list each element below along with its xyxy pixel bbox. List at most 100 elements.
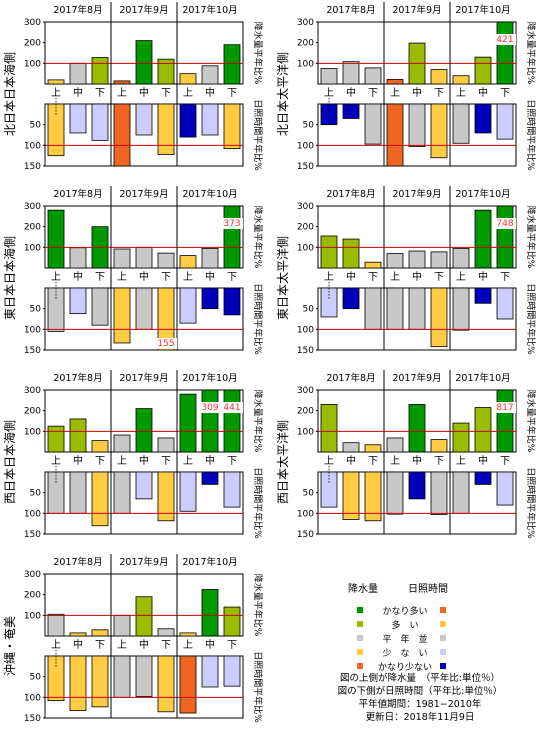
precip-bar xyxy=(364,67,382,85)
precip-axis-label: 降水量平年比% xyxy=(525,206,537,269)
sun-bar xyxy=(179,655,197,714)
precip-axis-label: 降水量平年比% xyxy=(252,574,264,637)
precip-bar xyxy=(320,235,338,269)
precip-tick-label: 100 xyxy=(24,59,41,69)
period-label: 上 xyxy=(183,455,193,467)
sun-bar xyxy=(223,103,241,150)
month-label: 2017年8月 xyxy=(326,372,375,384)
month-label: 2017年9月 xyxy=(392,188,441,200)
precip-bar xyxy=(452,422,470,453)
precip-bar xyxy=(386,253,404,269)
sun-axis-label: 日照時間平年比% xyxy=(252,283,264,355)
precip-bar xyxy=(69,62,87,85)
legend-precip-swatch xyxy=(357,621,363,627)
precip-bar xyxy=(223,389,241,453)
sun-bar xyxy=(113,103,131,167)
legend-precip-swatch xyxy=(357,607,363,613)
sun-bar xyxy=(201,103,219,136)
sun-bar xyxy=(364,103,382,145)
period-label: 中 xyxy=(346,454,356,467)
sun-axis-label: 日照時間平年比% xyxy=(252,467,264,539)
region-chart-3 xyxy=(316,186,517,351)
month-label: 2017年10月 xyxy=(182,4,237,16)
month-label: 2017年10月 xyxy=(182,372,237,384)
precip-bar xyxy=(91,440,109,453)
sun-bar xyxy=(408,471,426,500)
region-title: 北日本日本海側 xyxy=(2,52,17,136)
precip-bar xyxy=(113,614,131,637)
period-label: 上 xyxy=(390,455,400,467)
precip-overflow-label: 373 xyxy=(223,219,240,229)
precip-bar xyxy=(69,632,87,637)
month-label: 2017年9月 xyxy=(392,4,441,16)
precip-bar xyxy=(474,209,492,269)
period-label: 上 xyxy=(456,271,466,283)
precip-bar xyxy=(113,80,131,85)
period-label: 下 xyxy=(161,640,171,651)
precip-overflow-label: 817 xyxy=(496,403,513,413)
precip-bar xyxy=(364,261,382,269)
period-label: 上 xyxy=(324,271,334,283)
precip-bar xyxy=(430,439,448,453)
overflow-box xyxy=(494,218,516,229)
precip-bar xyxy=(342,238,360,269)
period-label: 下 xyxy=(161,88,171,99)
sun-bar xyxy=(69,655,87,711)
legend-sun-swatch xyxy=(440,635,446,641)
legend-row: 少 な い xyxy=(300,646,540,659)
legend-row: かなり少ない xyxy=(300,660,540,673)
precip-axis-label: 降水量平年比% xyxy=(252,206,264,269)
region-title: 北日本太平洋側 xyxy=(275,52,290,136)
precip-tick-label: 100 xyxy=(297,59,314,69)
precip-tick-label: 200 xyxy=(297,223,314,233)
sun-axis-label: 日照時間平年比% xyxy=(525,283,537,355)
precip-bar xyxy=(201,65,219,85)
sun-tick-label: 100 xyxy=(24,325,41,335)
precip-axis-label: 降水量平年比% xyxy=(252,22,264,85)
period-label: 上 xyxy=(51,271,61,283)
precip-tick-label: 100 xyxy=(297,427,314,437)
period-label: 上 xyxy=(117,271,127,283)
sun-bar xyxy=(474,287,492,304)
precip-bar xyxy=(179,393,197,453)
precip-bar xyxy=(69,247,87,269)
precip-bar xyxy=(179,255,197,269)
precip-bar xyxy=(496,389,514,453)
precip-tick-label: 100 xyxy=(297,243,314,253)
period-label: 下 xyxy=(227,88,237,99)
precip-bar xyxy=(452,75,470,85)
period-label: 中 xyxy=(139,270,149,283)
period-label: 中 xyxy=(73,270,83,283)
legend-precip-swatch xyxy=(357,649,363,655)
month-label: 2017年9月 xyxy=(119,188,168,200)
precip-overflow-label: 441 xyxy=(223,403,240,413)
note-sun: 図の下側が日照時間（平年比:単位％） xyxy=(337,686,503,697)
precip-bar xyxy=(113,434,131,453)
period-label: 下 xyxy=(227,272,237,283)
period-label: 中 xyxy=(346,270,356,283)
period-label: 上 xyxy=(456,455,466,467)
month-label: 2017年9月 xyxy=(119,556,168,568)
precip-tick-label: 300 xyxy=(24,386,41,396)
month-label: 2017年9月 xyxy=(119,372,168,384)
precip-tick-label: 300 xyxy=(297,386,314,396)
region-chart-1 xyxy=(316,2,517,167)
sun-bar xyxy=(135,655,153,697)
precip-bar xyxy=(320,404,338,453)
period-label: 下 xyxy=(95,88,105,99)
sun-tick-label: 100 xyxy=(24,141,41,151)
sun-bar xyxy=(201,655,219,688)
precip-bar xyxy=(223,44,241,85)
sun-bar xyxy=(179,287,197,324)
legend-row: 平 年 並 xyxy=(300,632,540,645)
sun-bar xyxy=(223,655,241,687)
sun-bar xyxy=(408,103,426,147)
precip-tick-label: 300 xyxy=(297,202,314,212)
period-label: 上 xyxy=(117,639,127,651)
precip-bar xyxy=(69,418,87,453)
sun-bar xyxy=(452,471,470,514)
overflow-box xyxy=(199,402,221,413)
period-label: 中 xyxy=(73,454,83,467)
month-label: 2017年10月 xyxy=(455,372,510,384)
sun-tick-label: 150 xyxy=(24,530,41,540)
